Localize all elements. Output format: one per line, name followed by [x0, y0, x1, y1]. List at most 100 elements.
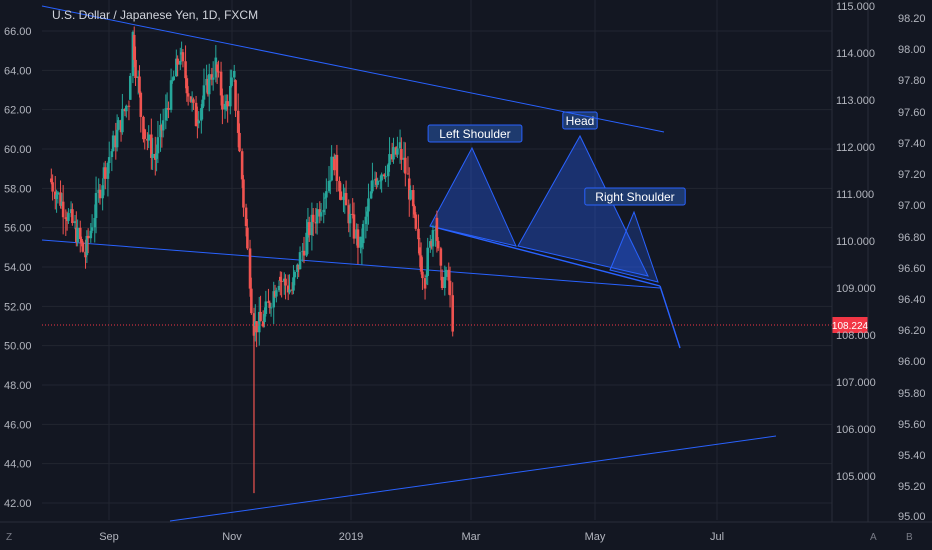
neckline — [429, 225, 661, 287]
candle-body — [123, 108, 127, 112]
candle-body — [111, 135, 115, 152]
candle-body — [447, 269, 451, 281]
outer-right-axis-tick-label: 95.40 — [898, 450, 926, 462]
candle-body — [236, 110, 240, 133]
candle-body — [380, 174, 383, 181]
candle-body — [226, 101, 229, 107]
candle-body — [69, 209, 73, 214]
candle-body — [273, 291, 277, 297]
candle-body — [318, 209, 322, 217]
left-axis-tick-label: 52.00 — [4, 301, 32, 313]
candle-body — [101, 185, 104, 199]
candle-body — [169, 80, 173, 110]
candle-body — [344, 193, 348, 206]
candle-body — [185, 78, 189, 94]
candle-body — [171, 80, 174, 82]
candle-body — [347, 205, 351, 224]
candle-body — [376, 180, 379, 185]
log-scale-button[interactable]: B — [906, 532, 913, 543]
inner-right-axis-tick-label: 107.000 — [836, 377, 876, 389]
candle-body — [114, 135, 118, 148]
candle-body — [85, 235, 89, 256]
candle-body — [426, 247, 429, 276]
candle-body — [411, 190, 415, 207]
candle-body — [219, 71, 223, 96]
outer-right-axis-tick-label: 96.00 — [898, 356, 926, 368]
outer-right-axis-tick-label: 96.40 — [898, 294, 926, 306]
candle-body — [59, 192, 62, 206]
candle-body — [351, 213, 354, 215]
candle-body — [348, 213, 352, 224]
candle-body — [201, 99, 204, 109]
candle-body — [355, 229, 358, 239]
candle-body — [425, 275, 428, 277]
candle-body — [339, 191, 343, 200]
candle-body — [155, 153, 158, 159]
candle-body — [367, 198, 370, 212]
candle-body — [361, 223, 365, 244]
candle-body — [282, 278, 286, 282]
candle-body — [153, 153, 157, 160]
candle-body — [298, 252, 302, 270]
candle-body — [161, 120, 165, 131]
candle-body — [53, 191, 57, 199]
candle-body — [352, 214, 356, 239]
candle-body — [214, 57, 218, 78]
candle-body — [296, 264, 299, 272]
candle-body — [259, 311, 262, 322]
x-axis-tick-label: Mar — [462, 531, 481, 543]
inner-right-axis-tick-label: 115.000 — [836, 1, 875, 13]
candle-body — [176, 58, 179, 65]
candle-body — [396, 148, 399, 155]
candle-body — [263, 313, 266, 323]
left-axis-tick-label: 44.00 — [4, 459, 32, 471]
candle-body — [343, 193, 347, 199]
candle-body — [181, 52, 185, 62]
candle-body — [225, 101, 228, 110]
auto-scale-button[interactable]: A — [870, 532, 877, 543]
zoom-button[interactable]: Z — [6, 532, 12, 543]
head-label-text: Head — [566, 114, 595, 128]
inner-right-axis-tick-label: 108.000 — [836, 330, 876, 342]
candle-body — [194, 102, 198, 127]
left-axis-tick-label: 50.00 — [4, 341, 32, 353]
candle-body — [196, 119, 199, 124]
candle-body — [106, 163, 110, 179]
candle-body — [102, 167, 106, 179]
candle-body — [75, 227, 78, 243]
candle-body — [107, 157, 111, 164]
candle-body — [284, 278, 287, 286]
candle-body — [248, 248, 252, 289]
left-axis-tick-label: 42.00 — [4, 498, 32, 510]
candle-body — [342, 196, 345, 200]
candle-body — [406, 173, 410, 175]
candle-body — [172, 76, 176, 81]
candle-body — [409, 190, 412, 200]
candle-body — [292, 277, 295, 291]
candle-body — [435, 217, 439, 241]
outer-right-axis-tick-label: 95.60 — [898, 419, 926, 431]
candle-body — [280, 280, 283, 282]
candle-body — [143, 129, 147, 139]
left-shoulder-shape — [429, 146, 517, 247]
candle-body — [392, 147, 395, 160]
chart-title: U.S. Dollar / Japanese Yen, 1D, FXCM — [52, 8, 258, 22]
candle-body — [232, 71, 236, 78]
candle-body — [360, 243, 364, 248]
left-axis-tick-label: 60.00 — [4, 144, 32, 156]
candle-body — [373, 179, 377, 181]
candle-body — [431, 230, 435, 247]
left-axis-tick-label: 48.00 — [4, 380, 32, 392]
x-axis-tick-label: May — [585, 531, 606, 543]
candle-body — [234, 80, 237, 111]
candle-body — [98, 189, 102, 199]
candle-body — [268, 302, 272, 308]
candle-body — [369, 191, 373, 199]
candle-body — [84, 251, 87, 258]
candle-body — [311, 214, 315, 223]
candle-body — [257, 311, 261, 333]
candle-body — [210, 74, 214, 80]
candle-body — [250, 288, 253, 314]
